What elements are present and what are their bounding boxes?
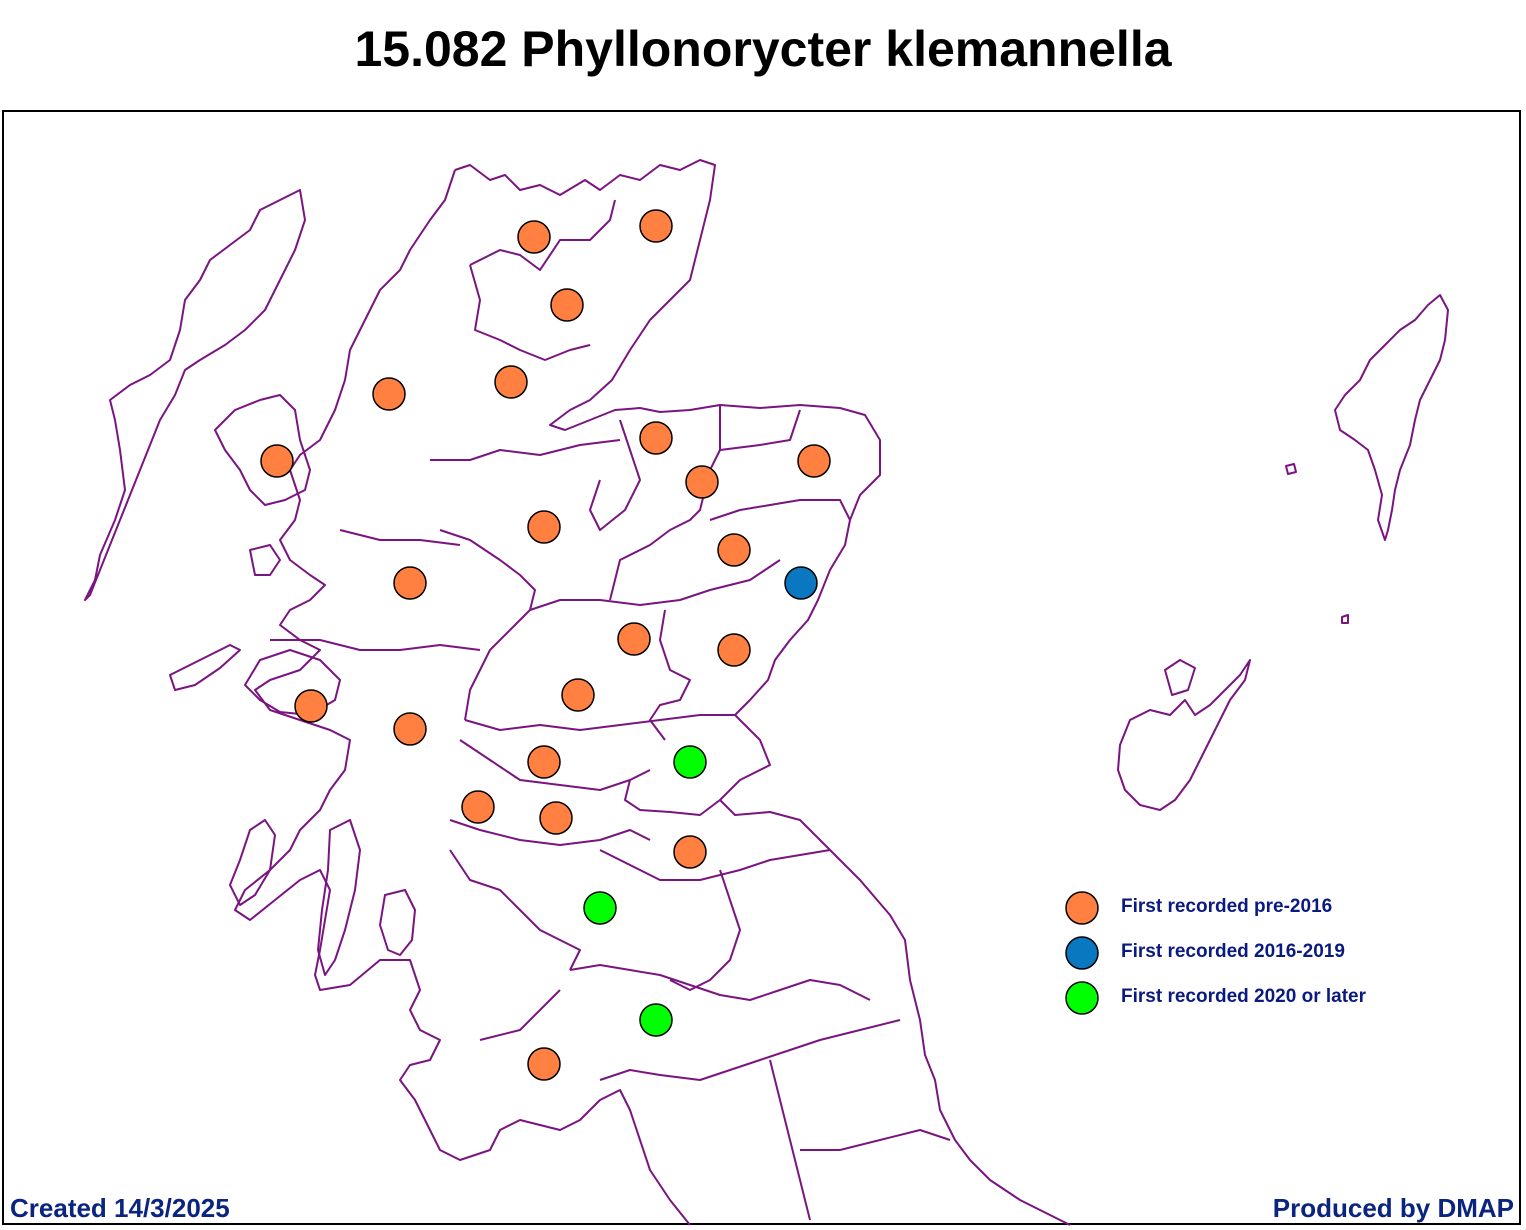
record-dot [673, 745, 707, 779]
shetland-outline [1334, 294, 1449, 541]
vc-boundary [469, 199, 616, 271]
orkney-outline [1117, 659, 1251, 811]
vc-boundary [589, 419, 641, 531]
legend-label: First recorded 2016-2019 [1121, 941, 1345, 962]
coll-tiree-outline [169, 644, 241, 691]
record-dot [550, 288, 584, 322]
vc-boundary [609, 405, 721, 601]
vc-boundary [599, 849, 831, 881]
legend-label: First recorded 2020 or later [1121, 986, 1367, 1007]
record-dot [527, 745, 561, 779]
record-dot [717, 633, 751, 667]
vc-boundary [529, 559, 781, 611]
vc-boundary [709, 499, 851, 521]
record-dot [617, 622, 651, 656]
vc-boundary [339, 529, 461, 546]
mainland-outline [454, 159, 1071, 1226]
record-dot [639, 209, 673, 243]
skye-outline [214, 394, 311, 506]
legend: First recorded pre-2016 First recorded 20… [1065, 891, 1367, 1015]
vc-boundary [769, 1059, 811, 1221]
record-dot [797, 444, 831, 478]
west-coast-outline [234, 169, 691, 1226]
vc-boundary [430, 439, 621, 461]
vc-boundary [439, 529, 536, 721]
record-dot [527, 510, 561, 544]
record-dot [527, 1047, 561, 1081]
outer-hebrides-outline [84, 189, 306, 601]
record-dots [260, 209, 831, 1081]
record-dot [583, 891, 617, 925]
vc-boundary [624, 779, 721, 816]
orkney-north-outline [1164, 659, 1196, 696]
map-title: 15.082 Phyllonorycter klemannella [354, 21, 1172, 77]
vc-boundary [669, 869, 741, 991]
created-date: Created 14/3/2025 [10, 1193, 230, 1223]
record-dot [294, 689, 328, 723]
record-dot [260, 444, 294, 478]
vc-boundary [479, 989, 561, 1041]
record-dot [784, 566, 818, 600]
vc-boundary [599, 1019, 901, 1081]
record-dot [685, 465, 719, 499]
vc-boundary [464, 714, 735, 731]
legend-label: First recorded pre-2016 [1121, 896, 1332, 917]
record-dot [461, 790, 495, 824]
record-dot [673, 835, 707, 869]
fair-isle-outline [1285, 463, 1297, 475]
vc-boundary [800, 1129, 951, 1151]
record-dot [372, 377, 406, 411]
vc-boundary [270, 639, 481, 651]
foula-outline [1341, 614, 1349, 624]
record-dot [639, 421, 673, 455]
vc-boundary [449, 819, 651, 846]
record-dot [393, 712, 427, 746]
vc-boundary [719, 409, 801, 451]
record-dot [517, 220, 551, 254]
record-dot [494, 365, 528, 399]
kintyre-outline [317, 819, 361, 976]
producer-credit: Produced by DMAP [1272, 1193, 1514, 1223]
record-dot [639, 1003, 673, 1037]
vc-boundary [449, 849, 581, 971]
map-frame [2, 110, 1521, 1225]
record-dot [539, 801, 573, 835]
vice-county-boundaries [84, 159, 1449, 1226]
record-dot [717, 533, 751, 567]
vc-boundary [649, 609, 691, 741]
legend-swatch [1065, 891, 1099, 925]
vc-boundary [569, 964, 871, 1001]
rum-outline [249, 544, 281, 576]
arran-outline [379, 889, 416, 956]
legend-swatch [1065, 936, 1099, 970]
record-dot [393, 566, 427, 600]
record-dot [561, 678, 595, 712]
vc-boundary [469, 264, 591, 361]
jura-outline [229, 819, 276, 906]
legend-swatch [1065, 981, 1099, 1015]
